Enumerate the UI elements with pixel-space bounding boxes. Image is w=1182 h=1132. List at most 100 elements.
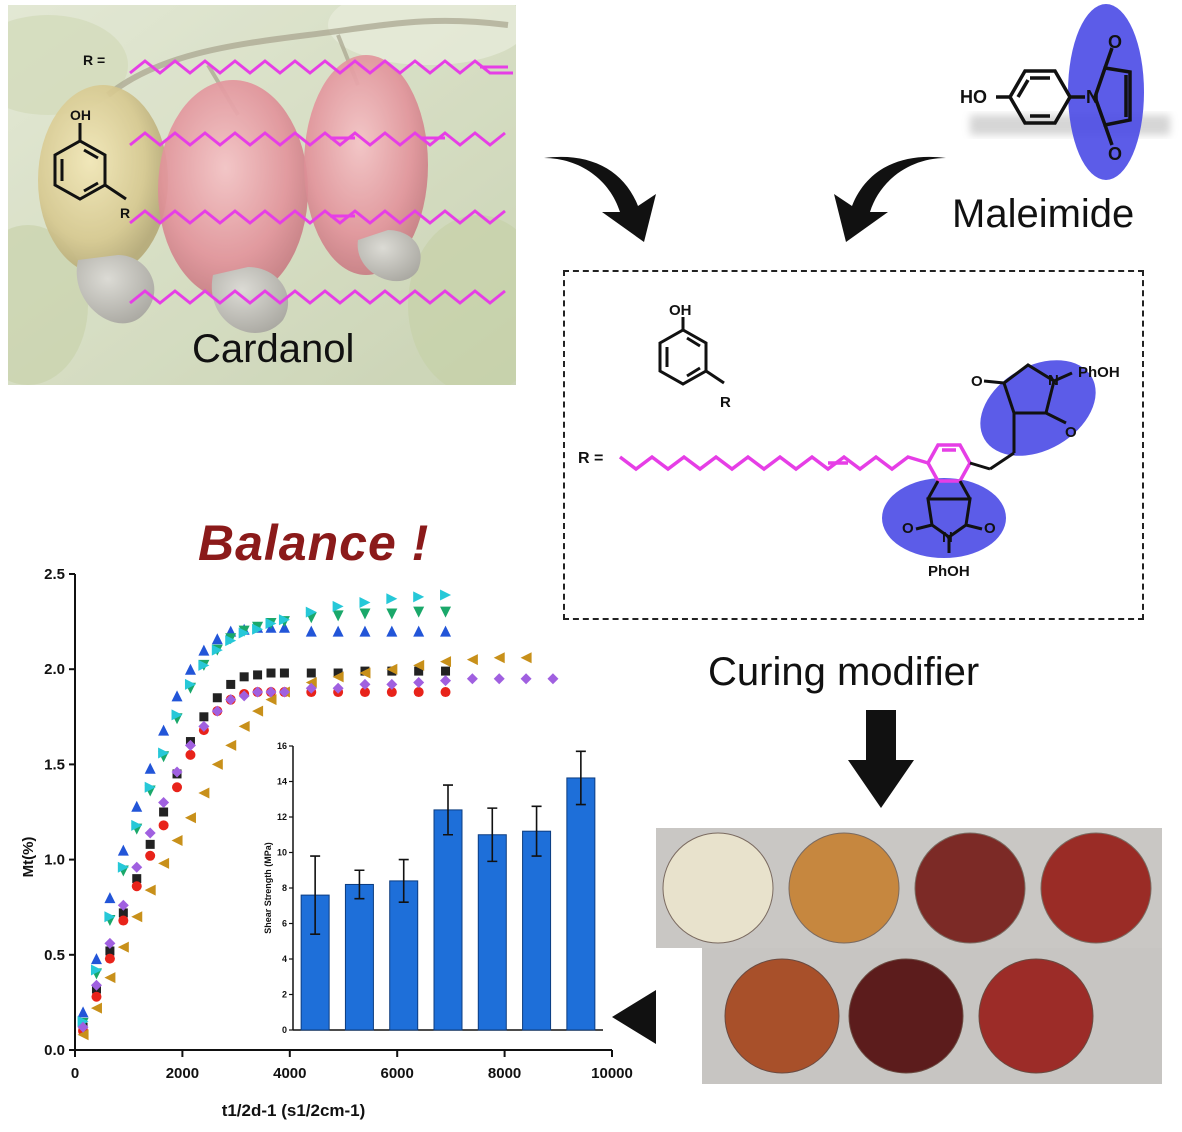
error-bar [310,855,321,935]
data-point [265,694,277,706]
data-point [225,635,237,647]
cardanol-panel: R = OH R Cardanol [8,5,516,385]
data-point [144,762,156,774]
error-bar [575,750,586,806]
phenol-r-label: R [720,394,731,411]
data-point [199,712,209,722]
inset-y-tick-label: 8 [282,883,287,893]
data-point [359,678,371,690]
data-point [252,623,264,635]
sample-disc [662,832,774,944]
data-point [77,1029,89,1041]
data-point [305,606,317,618]
data-point [493,673,505,685]
data-point [413,606,425,618]
inset-y-tick-label: 6 [282,919,287,929]
data-point [131,800,143,812]
data-point [253,670,263,680]
data-point [171,766,183,778]
data-point [131,881,142,892]
sample-disc [848,958,964,1074]
moisture-uptake-chart: 0 2000 4000 6000 8000 10000 0.0 0.5 1.0 1.5 2.0 2.5… [20,566,633,1120]
sample-disc [1040,832,1152,944]
data-point [414,666,424,676]
error-bar [487,807,498,863]
lower-o2-label: O [984,520,996,537]
data-point [132,874,142,884]
sample-disc [788,832,900,944]
data-point [359,597,371,609]
data-point [413,591,425,603]
data-point [238,690,250,702]
data-point [332,625,344,637]
data-point [333,668,343,678]
data-point [278,614,290,626]
data-point [90,953,102,965]
data-point [413,677,425,689]
data-point [131,911,143,923]
curing-modifier-structure: OH R R = O N O PhOH O N O PhOH [578,302,1120,580]
x-tick-label: 10000 [591,1065,633,1082]
inset-y-tick-label: 10 [277,848,287,858]
curing-modifier-box [563,270,1144,620]
data-point [226,679,236,689]
data-point [144,884,156,896]
data-point [104,892,116,904]
alkyl-chain-4 [129,289,506,305]
arrow-from-maleimide [834,156,946,242]
r-label: R [120,205,130,221]
y-tick-label: 0.5 [44,947,65,964]
data-point [171,835,183,847]
data-point [131,819,143,831]
x-axis-label: t1/2d-1 (s1/2cm-1) [222,1101,366,1120]
y-tick-label: 2.5 [44,566,65,583]
data-point [278,621,290,633]
data-point [413,625,425,637]
data-point [266,668,276,678]
data-point [238,720,250,732]
data-point [440,625,452,637]
data-point [225,739,237,751]
upper-o1-label: O [971,373,983,390]
data-point [198,659,210,671]
n-label: N [1086,87,1099,107]
data-point [90,979,102,991]
data-point [265,686,277,698]
data-point [158,857,170,869]
y-tick-label: 0.0 [44,1042,65,1059]
data-point [158,747,170,759]
data-point [413,687,424,698]
arrow-from-cardanol [544,156,656,242]
lower-o1-label: O [902,520,914,537]
data-point [305,682,317,694]
data-point [211,705,223,717]
data-point [238,627,250,639]
x-tick-label: 2000 [166,1065,199,1082]
data-point [145,850,156,861]
data-point [225,694,237,706]
sample-disc [724,958,840,1074]
data-point [440,656,452,668]
upper-phoh-label: PhOH [1078,364,1120,381]
data-point [158,724,170,736]
data-point [184,678,196,690]
data-point [279,668,289,678]
data-point [440,589,452,601]
data-point [359,687,370,698]
inset-y-tick-label: 2 [282,990,287,1000]
error-bar [443,784,453,836]
x-tick-label: 6000 [381,1065,414,1082]
data-point [104,953,115,964]
data-point [413,659,425,671]
x-tick-label: 4000 [273,1065,306,1082]
o-bottom-label: O [1108,144,1122,164]
inset-y-tick-label: 4 [282,954,287,964]
data-point [386,663,398,675]
data-point [158,820,169,831]
data-point [359,667,371,679]
data-point [386,593,398,605]
cardanol-phenol-structure [53,123,127,201]
data-point [118,908,128,918]
data-point [184,812,196,824]
sample-disc [978,958,1094,1074]
